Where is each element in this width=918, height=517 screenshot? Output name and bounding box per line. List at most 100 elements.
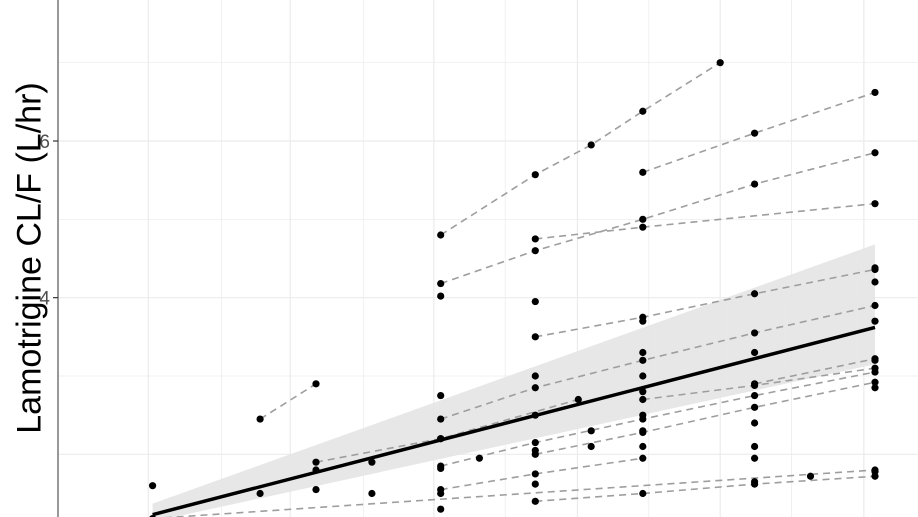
data-point <box>639 372 647 380</box>
y-tick-label: 4 <box>39 289 50 310</box>
subject-line <box>163 469 876 517</box>
data-point <box>751 391 759 400</box>
data-point <box>437 464 445 473</box>
data-point <box>312 485 320 494</box>
data-point <box>871 384 879 392</box>
data-point <box>871 88 879 97</box>
data-point <box>716 59 724 67</box>
subject-line <box>440 61 721 236</box>
data-point <box>531 497 539 505</box>
data-point <box>437 391 445 400</box>
confidence-ribbon <box>152 244 875 517</box>
data-point <box>639 348 647 357</box>
data-point <box>871 356 879 364</box>
data-point <box>531 411 539 419</box>
data-point <box>871 149 879 157</box>
panel-border <box>57 0 59 517</box>
subject-line <box>642 91 876 174</box>
data-point <box>639 427 647 435</box>
data-point <box>437 415 445 423</box>
data-point <box>531 235 539 243</box>
data-point <box>531 480 539 488</box>
data-point <box>437 231 445 239</box>
data-point <box>751 381 759 389</box>
data-point <box>475 454 483 462</box>
data-points <box>149 59 879 517</box>
y-tick-label: 6 <box>39 132 50 153</box>
data-point <box>639 442 647 451</box>
data-point <box>256 415 264 423</box>
data-point <box>639 454 647 462</box>
subject-line <box>535 202 876 240</box>
data-point <box>871 467 879 476</box>
data-point <box>531 247 539 255</box>
data-point <box>751 129 759 137</box>
data-point <box>751 454 759 462</box>
data-point <box>871 317 879 325</box>
subject-line <box>535 475 876 503</box>
data-point <box>531 384 539 392</box>
y-axis-title: Lamotrigine CL/F (L/hr) <box>10 82 49 434</box>
data-point <box>751 329 759 337</box>
data-point <box>639 168 647 176</box>
data-point <box>871 200 879 208</box>
data-point <box>531 446 539 455</box>
data-point <box>806 472 815 480</box>
data-point <box>574 395 582 404</box>
subject-line <box>535 268 876 338</box>
data-point <box>149 514 156 517</box>
ribbon-area <box>152 244 875 517</box>
data-point <box>751 290 759 298</box>
data-point <box>256 489 264 498</box>
data-point <box>871 301 879 310</box>
data-point <box>587 427 595 435</box>
data-point <box>751 403 759 411</box>
subject-line <box>754 357 876 385</box>
data-point <box>639 388 647 396</box>
data-point <box>312 458 320 466</box>
data-point <box>751 478 759 486</box>
data-point <box>639 411 647 419</box>
data-point <box>751 348 759 357</box>
data-point <box>751 180 759 188</box>
data-point <box>587 141 595 149</box>
data-point <box>587 442 595 451</box>
data-point <box>531 470 539 478</box>
data-point <box>368 458 376 466</box>
data-point <box>751 419 759 427</box>
data-point <box>639 395 647 404</box>
data-point <box>149 482 157 490</box>
subject-line <box>440 151 876 285</box>
data-point <box>312 466 320 474</box>
data-point <box>437 292 445 300</box>
data-point <box>639 215 647 223</box>
fit-line <box>152 325 876 517</box>
data-point <box>531 438 539 447</box>
regression-line <box>152 325 876 517</box>
data-point <box>437 489 445 498</box>
data-point <box>639 489 647 498</box>
data-point <box>531 171 539 179</box>
data-point <box>312 380 320 388</box>
data-point <box>531 333 539 341</box>
data-point <box>437 279 445 288</box>
data-point <box>531 372 539 380</box>
data-point <box>437 505 445 513</box>
data-point <box>871 264 879 272</box>
data-point <box>639 356 647 364</box>
data-point <box>639 107 647 115</box>
data-point <box>871 378 879 386</box>
subject-line <box>535 381 876 456</box>
data-point <box>639 317 647 325</box>
data-point <box>437 435 445 443</box>
data-point <box>639 223 647 231</box>
subject-line <box>440 457 643 491</box>
y-axis: 46 <box>39 132 58 310</box>
data-point <box>871 278 879 286</box>
data-point <box>531 297 539 306</box>
subject-line <box>259 383 317 420</box>
data-point <box>751 442 759 451</box>
data-point <box>368 489 376 498</box>
